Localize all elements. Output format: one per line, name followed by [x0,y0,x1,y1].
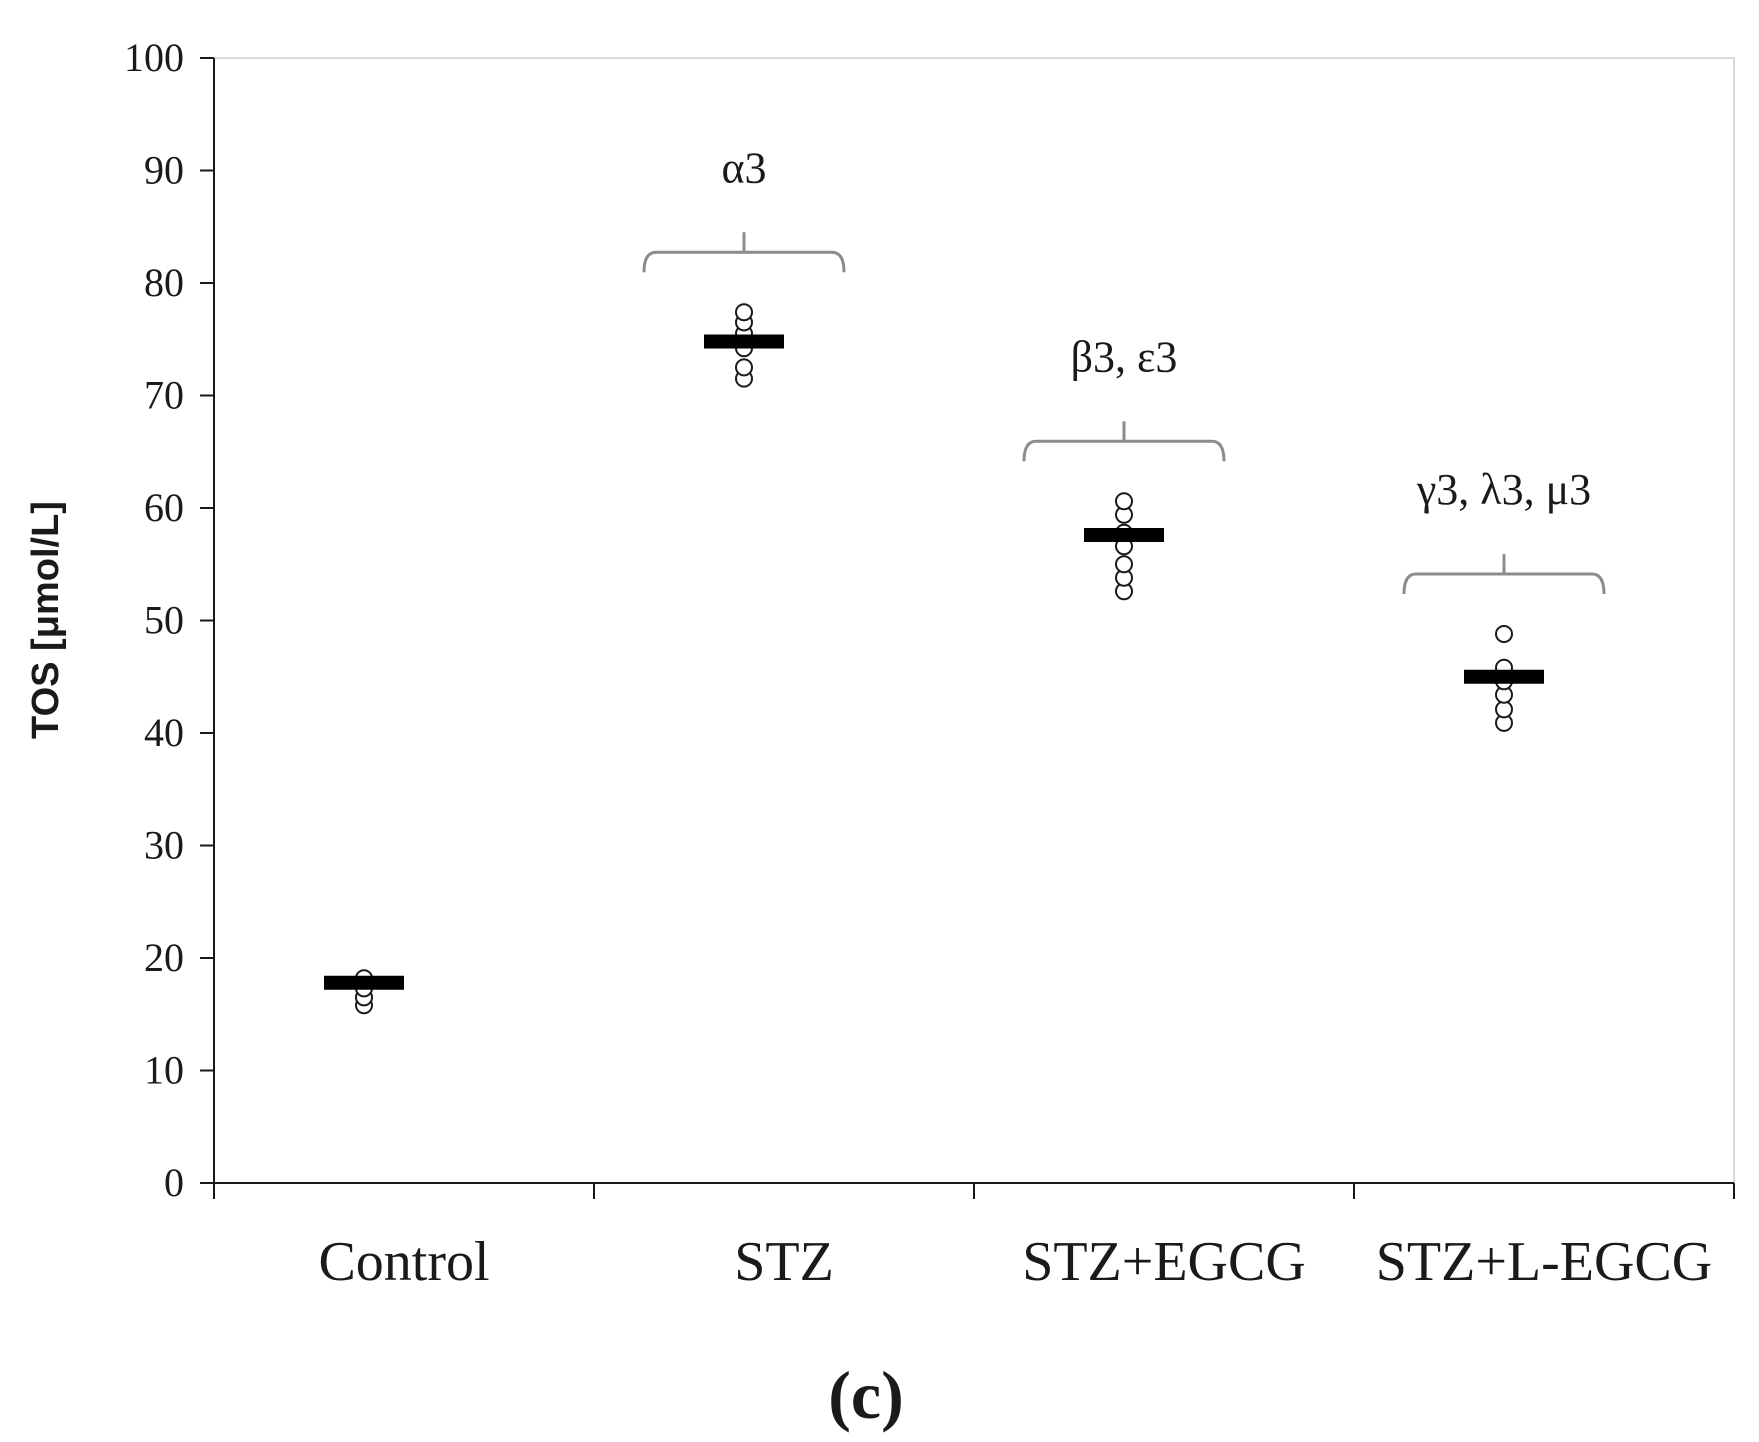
significance-annotation: β3, ε3 [1071,332,1178,381]
significance-annotation: α3 [721,143,766,192]
y-tick-label: 100 [124,35,184,80]
x-tick-label: STZ+L-EGCG [1376,1231,1712,1293]
significance-bracket [1402,554,1606,595]
panel-label: (c) [828,1357,903,1433]
significance-annotation: γ3, λ3, μ3 [1416,465,1591,514]
y-tick-label: 50 [144,598,184,643]
data-point [1495,700,1513,719]
x-ticks: Control STZ STZ+EGCG STZ+L-EGCG [213,1183,1735,1293]
data-point [1115,555,1133,574]
significance-brackets: α3 β3, ε3 γ3, λ3, μ3 [642,143,1606,595]
mean-bars [324,334,1544,990]
y-tick-label: 90 [144,148,184,193]
significance-bracket [642,232,846,273]
y-tick-label: 80 [144,260,184,305]
y-tick-label: 20 [144,935,184,980]
data-point [735,303,753,322]
y-axis-label: TOS [μmol/L] [25,501,67,739]
y-tick-label: 10 [144,1048,184,1093]
significance-bracket [1022,421,1226,462]
data-point [1115,492,1133,511]
data-point [1495,625,1513,643]
y-tick-label: 40 [144,710,184,755]
y-ticks: 0 10 20 30 40 50 60 70 80 90 100 [124,35,214,1205]
data-point [735,358,753,377]
x-tick-label: STZ+EGCG [1022,1231,1306,1293]
plot-area [213,57,1735,1184]
y-tick-label: 60 [144,485,184,530]
x-tick-label: STZ [734,1231,834,1293]
x-tick-label: Control [318,1231,489,1293]
y-tick-label: 70 [144,373,184,418]
y-tick-label: 30 [144,823,184,868]
y-tick-label: 0 [164,1160,184,1205]
